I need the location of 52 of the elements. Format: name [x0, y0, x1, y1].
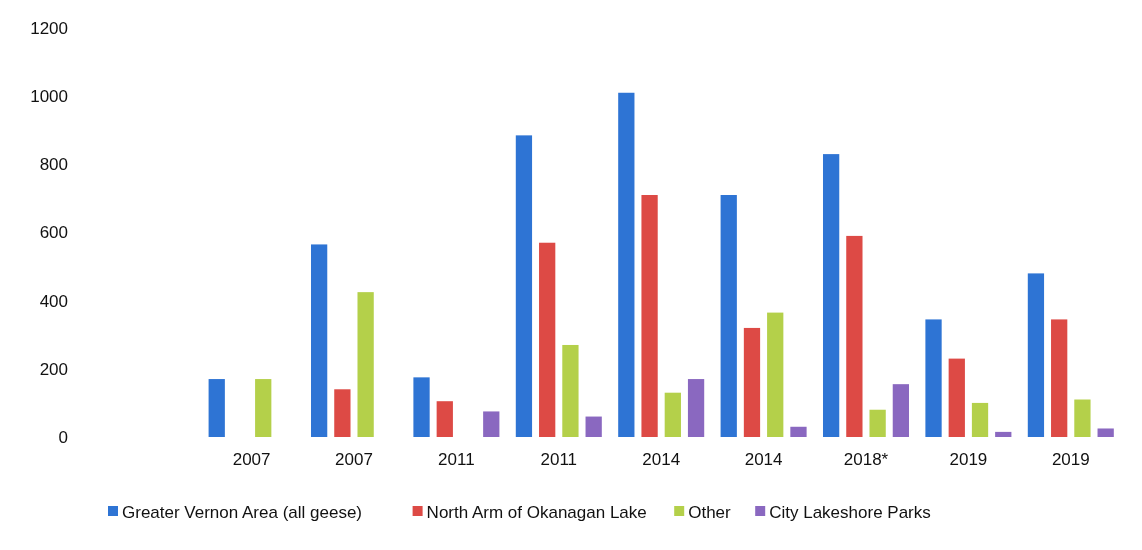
bar: [1074, 399, 1091, 437]
bar: [846, 235, 863, 437]
y-tick-label: 200: [39, 359, 68, 379]
bar: [790, 426, 807, 437]
bar: [664, 392, 681, 437]
x-tick-label: 2011: [540, 450, 578, 469]
x-tick-label: 2014: [744, 450, 783, 469]
y-tick-label: 1200: [30, 18, 68, 38]
bar: [562, 344, 579, 437]
x-tick-label: 2019: [949, 450, 988, 469]
bar: [948, 358, 965, 437]
bar: [1097, 428, 1114, 437]
y-tick-label: 400: [39, 291, 68, 311]
bar: [641, 195, 658, 437]
bar: [618, 92, 635, 437]
legend-label: North Arm of Okanagan Lake: [426, 502, 647, 522]
bar: [255, 379, 272, 437]
bar: [1051, 319, 1068, 437]
bar: [869, 409, 886, 437]
bar: [539, 242, 556, 437]
bar: [357, 292, 374, 437]
y-tick-label: 0: [58, 427, 68, 447]
bar: [822, 154, 840, 437]
bar: [515, 135, 533, 437]
bar: [767, 312, 784, 437]
bar: [483, 411, 500, 437]
bar: [720, 195, 737, 437]
bar: [334, 389, 351, 437]
bar: [310, 244, 328, 437]
x-tick-label: 2011: [438, 450, 475, 469]
bar: [995, 431, 1012, 437]
legend-label: City Lakeshore Parks: [769, 502, 931, 522]
x-tick-label: 2007: [335, 450, 373, 469]
bar: [1027, 273, 1045, 437]
bar: [436, 401, 453, 437]
bar: [892, 384, 910, 437]
bar: [585, 416, 602, 437]
legend-label: Other: [688, 502, 732, 522]
x-tick-label: 2018*: [843, 450, 889, 469]
bar: [687, 379, 705, 437]
bar: [743, 327, 761, 437]
y-tick-label: 800: [39, 155, 68, 175]
bar: [925, 319, 942, 437]
y-tick-label: 1000: [30, 87, 68, 107]
bar: [971, 402, 989, 437]
x-tick-label: 2014: [642, 450, 681, 469]
y-tick-label: 600: [39, 223, 68, 243]
x-tick-label: 2007: [232, 450, 271, 469]
bar: [413, 377, 430, 437]
x-tick-label: 2019: [1051, 450, 1090, 469]
bar: [208, 379, 225, 437]
legend-label: Greater Vernon Area (all geese): [122, 502, 363, 522]
